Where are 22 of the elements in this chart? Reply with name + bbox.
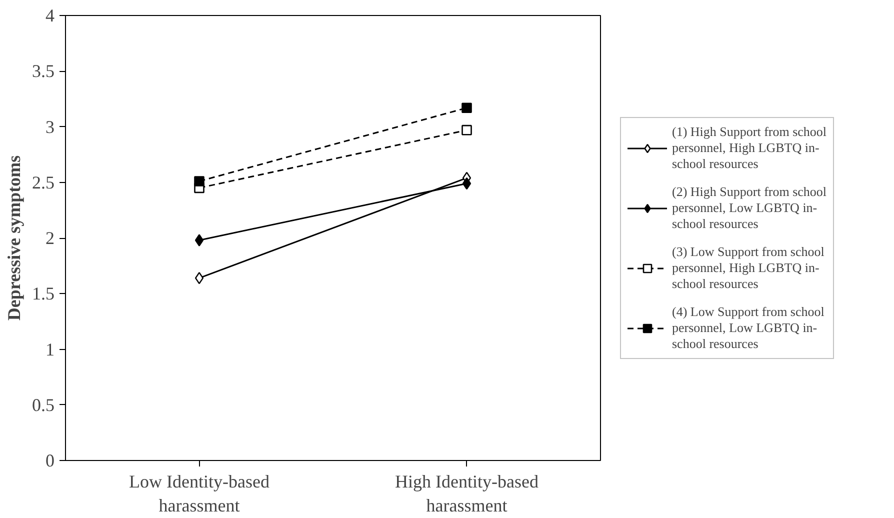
y-tick-label: 1 xyxy=(46,339,54,360)
point xyxy=(194,234,204,246)
y-tick-label: 1.5 xyxy=(32,284,54,304)
point xyxy=(194,272,204,284)
legend-label: (1) High Support from school personnel, High LGBTQ in-school resources xyxy=(672,124,827,172)
y-tick-label: 0.5 xyxy=(32,394,54,415)
y-tick-label: 2 xyxy=(46,228,54,248)
y-tick-label: 4 xyxy=(46,6,54,26)
y-tick-label: 2.5 xyxy=(32,172,54,192)
y-tick-label: 3.5 xyxy=(32,61,54,82)
legend-label: (2) High Support from school personnel, Low LGBTQ in-school resources xyxy=(672,184,827,232)
point xyxy=(462,177,472,190)
x-tick-label: Low Identity-based harassment xyxy=(129,472,270,516)
point xyxy=(462,102,472,113)
legend-label: (3) Low Support from school personnel, High LGBTQ in-school resources xyxy=(672,244,824,292)
point xyxy=(462,124,472,136)
x-tick-label: High Identity-based harassment xyxy=(395,472,538,516)
y-tick-label: 3 xyxy=(46,116,54,137)
legend-label: (4) Low Support from school personnel, Low LGBTQ in-school resources xyxy=(672,304,824,352)
y-tick-label: 0 xyxy=(46,450,54,470)
point xyxy=(194,176,204,186)
y-axis-title: Depressive symptoms xyxy=(4,155,24,321)
